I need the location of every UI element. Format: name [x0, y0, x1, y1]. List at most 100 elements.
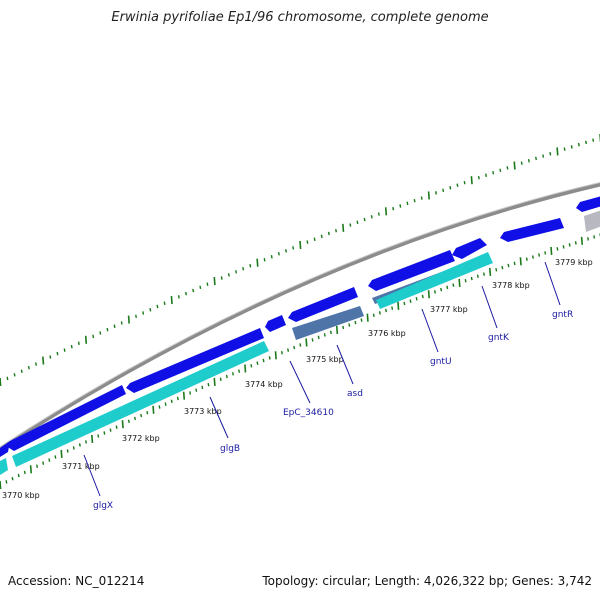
major-tick: [305, 338, 308, 347]
minor-tick: [593, 235, 596, 239]
minor-tick: [227, 273, 230, 277]
chromosome-backbone-highlight: [0, 182, 600, 448]
minor-tick: [285, 249, 288, 253]
minor-tick: [66, 449, 69, 453]
minor-tick: [421, 294, 424, 299]
gene-arrow[interactable]: [368, 250, 455, 291]
gene-label-glgB[interactable]: glgB: [220, 444, 240, 454]
minor-tick: [262, 358, 265, 363]
minor-tick: [256, 361, 259, 365]
cds-bar[interactable]: [292, 306, 364, 340]
minor-tick: [13, 373, 16, 377]
major-tick: [458, 278, 461, 287]
minor-tick: [506, 166, 509, 170]
minor-tick: [106, 327, 109, 332]
minor-tick: [120, 321, 123, 325]
minor-tick: [280, 350, 283, 355]
major-tick: [342, 223, 345, 232]
minor-tick: [563, 147, 566, 151]
gene-label-gntR[interactable]: gntR: [552, 310, 573, 320]
gene-label-EpC_34610[interactable]: EpC_34610: [283, 408, 334, 418]
minor-tick: [103, 431, 106, 435]
minor-tick: [313, 237, 316, 241]
major-tick: [170, 295, 173, 305]
major-tick: [427, 191, 430, 200]
gene-arrow[interactable]: [576, 196, 600, 212]
minor-tick: [349, 223, 352, 227]
minor-tick: [92, 334, 95, 339]
cds-bar[interactable]: [0, 458, 8, 475]
minor-tick: [176, 396, 179, 401]
minor-tick: [306, 240, 309, 244]
minor-tick: [327, 231, 330, 236]
gene-arrow[interactable]: [6, 385, 126, 451]
minor-tick: [250, 364, 253, 368]
minor-tick: [477, 175, 480, 180]
gene-label-gntK[interactable]: gntK: [488, 333, 510, 343]
gene-arrow[interactable]: [500, 218, 564, 242]
gene-label-asd[interactable]: asd: [347, 389, 363, 399]
minor-tick: [242, 267, 245, 271]
minor-tick: [287, 348, 290, 352]
major-tick: [244, 364, 247, 373]
major-tick: [182, 391, 186, 400]
minor-tick: [577, 142, 580, 147]
minor-tick: [134, 416, 136, 421]
major-tick: [470, 176, 473, 185]
minor-tick: [5, 480, 8, 484]
leader-line: [336, 344, 354, 385]
minor-tick: [452, 283, 455, 287]
minor-tick: [556, 247, 559, 251]
minor-tick: [56, 351, 59, 356]
minor-tick: [354, 320, 357, 325]
gene-arrow[interactable]: [126, 328, 264, 393]
gene-arrow[interactable]: [288, 287, 358, 322]
minor-tick: [263, 258, 266, 262]
gene-label-gntU[interactable]: gntU: [430, 357, 452, 367]
minor-tick: [219, 377, 222, 381]
minor-tick: [329, 330, 332, 335]
minor-tick: [592, 138, 595, 142]
minor-tick: [370, 215, 373, 219]
minor-tick: [378, 311, 381, 315]
minor-tick: [520, 161, 523, 165]
minor-tick: [356, 220, 359, 225]
gene-arrow[interactable]: [452, 238, 487, 259]
minor-tick: [434, 290, 436, 294]
minor-tick: [6, 376, 9, 381]
minor-tick: [527, 159, 530, 163]
gene-label-glgX[interactable]: glgX: [93, 501, 113, 511]
minor-tick: [36, 464, 39, 468]
minor-tick: [413, 198, 416, 203]
minor-tick: [377, 212, 380, 216]
ruler-label: 3776 kbp: [368, 329, 406, 338]
minor-tick: [189, 391, 192, 395]
minor-tick: [442, 188, 445, 193]
minor-tick: [399, 204, 402, 208]
ruler-label: 3774 kbp: [245, 380, 283, 389]
minor-tick: [568, 243, 571, 247]
minor-tick: [385, 308, 388, 313]
minor-tick: [78, 443, 81, 447]
minor-tick: [409, 299, 412, 303]
minor-tick: [199, 285, 202, 290]
ruler-label: 3773 kbp: [184, 407, 222, 416]
minor-tick: [158, 405, 161, 409]
major-tick: [0, 480, 2, 490]
minor-tick: [170, 399, 173, 404]
cds-bar[interactable]: [12, 341, 269, 467]
minor-tick: [231, 372, 234, 376]
minor-tick: [335, 228, 338, 233]
major-tick: [366, 313, 369, 322]
minor-tick: [415, 297, 418, 301]
minor-tick: [403, 301, 406, 306]
minor-tick: [23, 470, 26, 475]
cds-bar[interactable]: [376, 252, 493, 309]
major-tick: [0, 377, 2, 387]
minor-tick: [463, 180, 466, 185]
minor-tick: [435, 191, 438, 195]
gene-arrow-pseudo[interactable]: [584, 210, 600, 232]
gene-arrow[interactable]: [265, 315, 286, 332]
minor-tick: [549, 152, 552, 156]
